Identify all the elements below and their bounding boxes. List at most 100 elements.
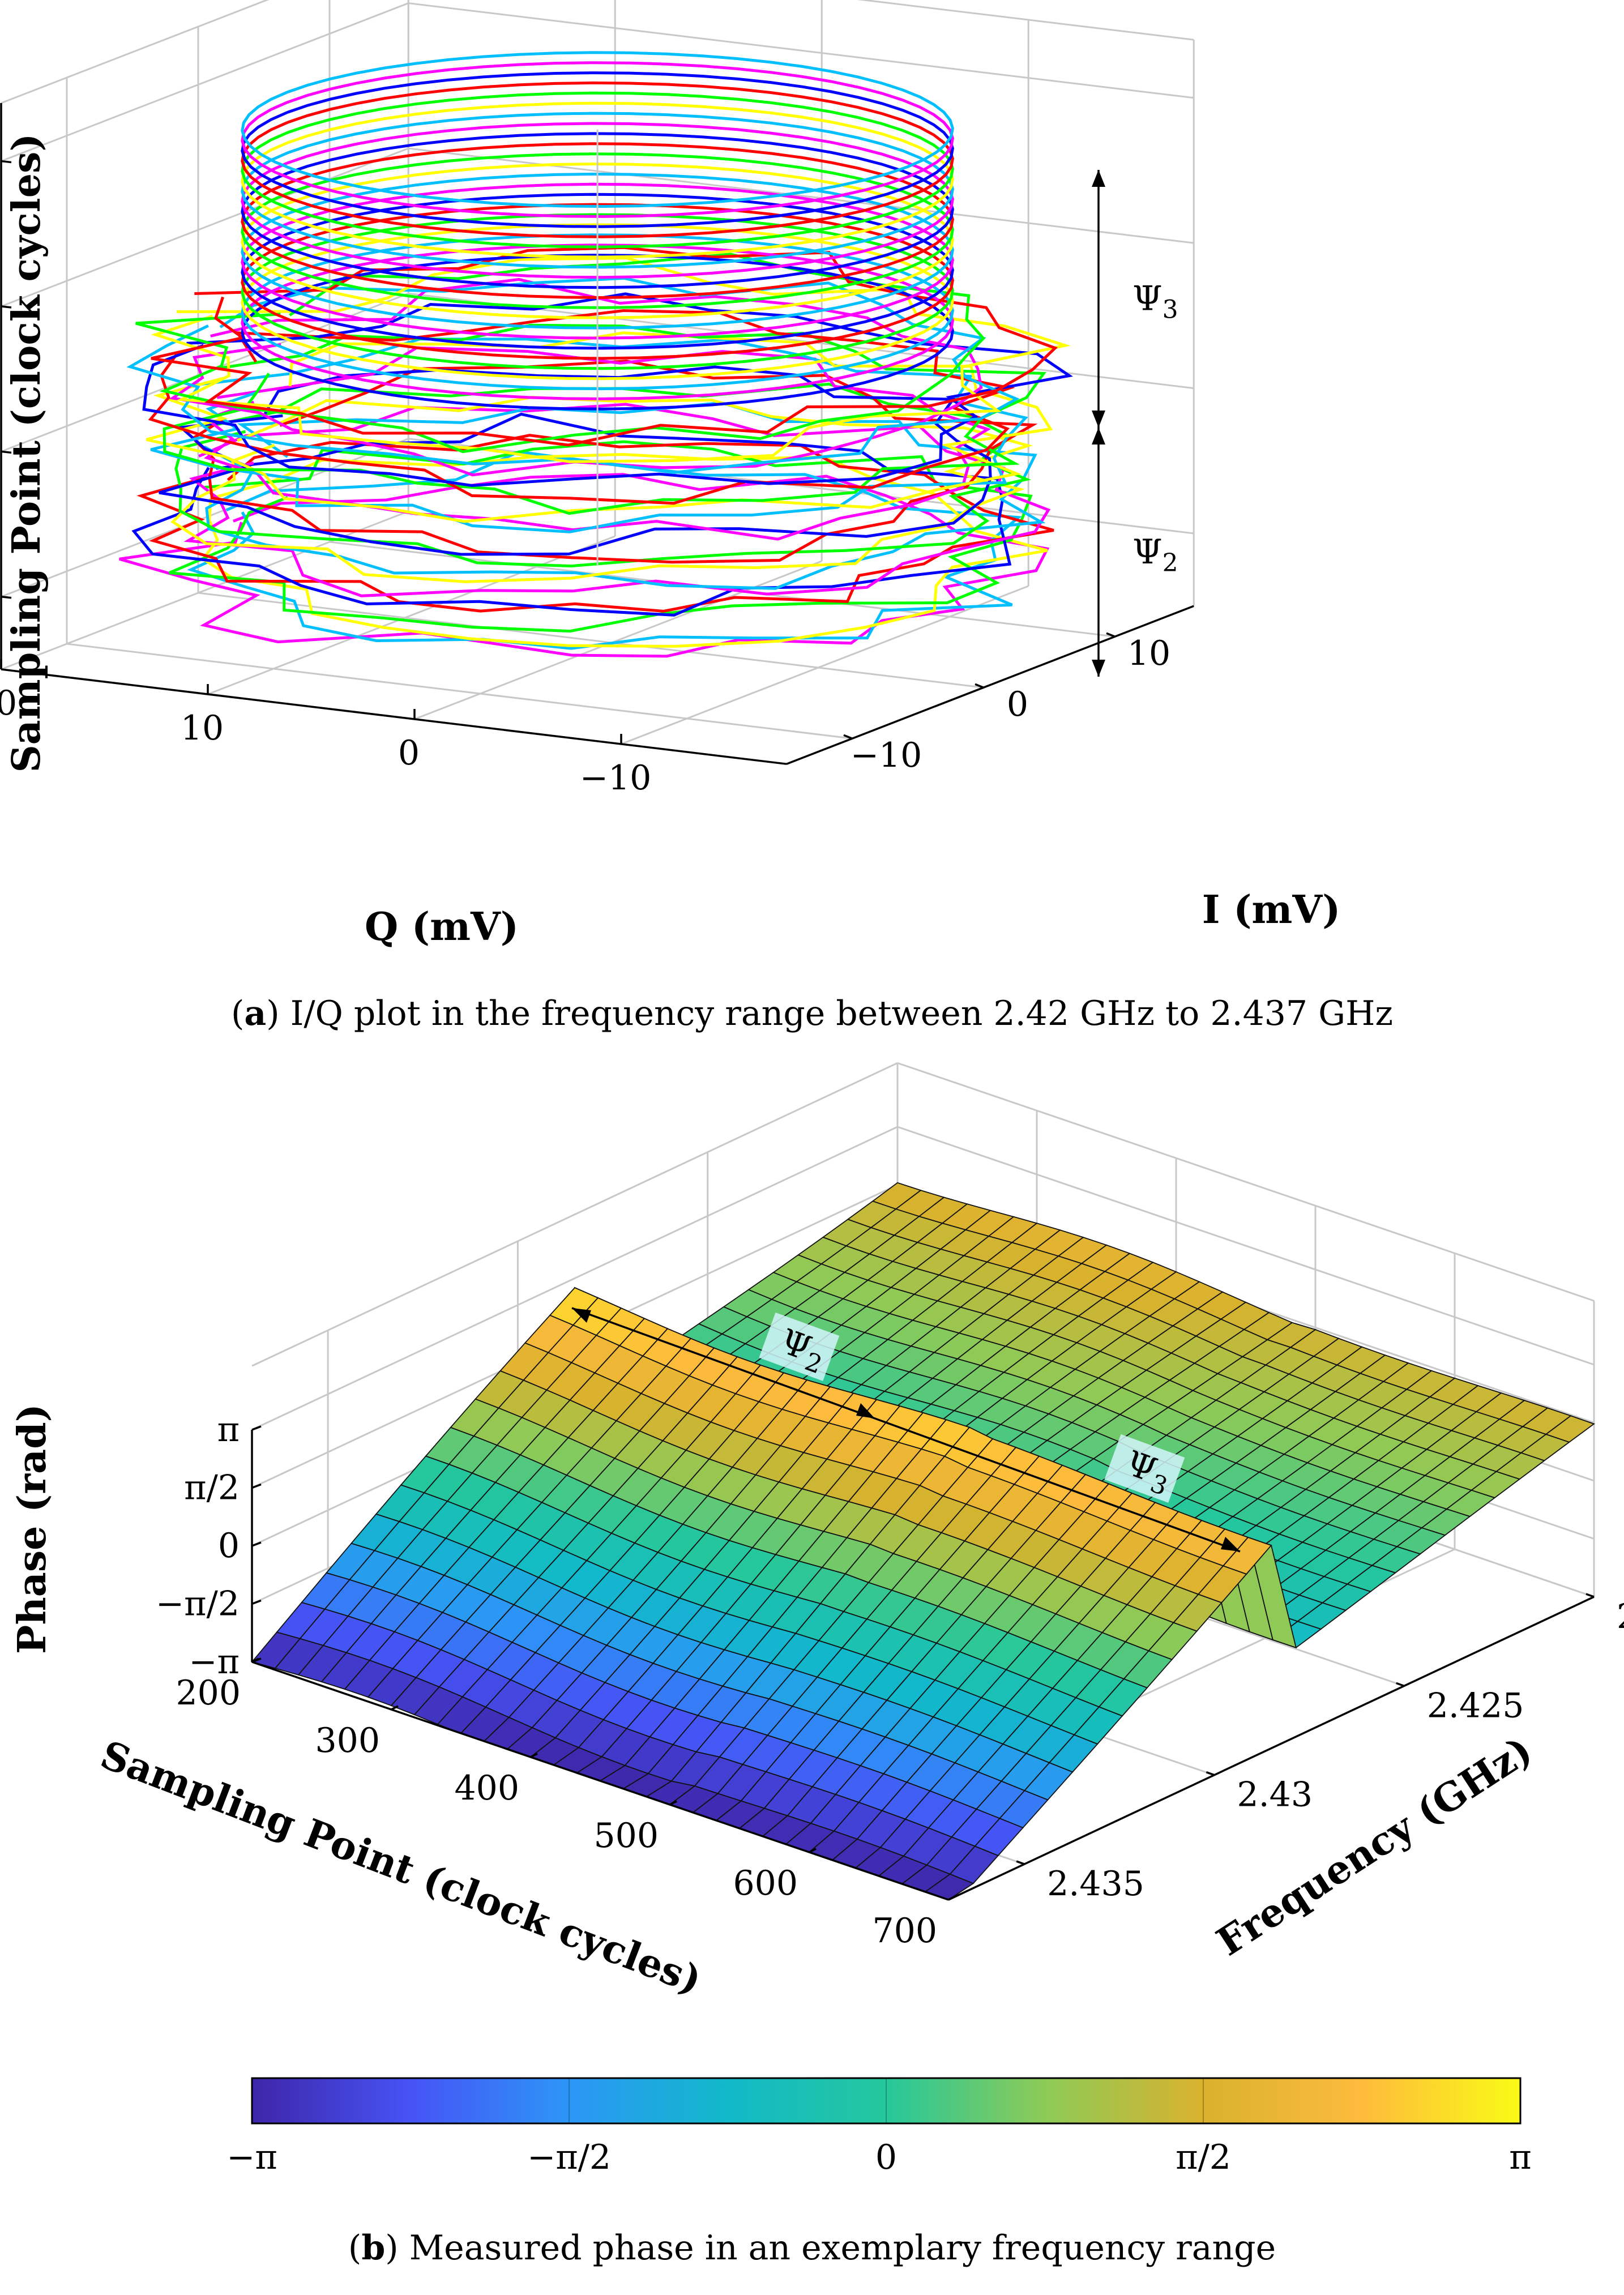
figure-a-caption: (a) I/Q plot in the frequency range betw… bbox=[231, 994, 1393, 1033]
figure-a-q-tick-label: 20 bbox=[0, 683, 17, 723]
figure-b-backwall-top bbox=[897, 1062, 1595, 1302]
figure-a-gridline-wall2-z bbox=[408, 2, 1194, 99]
figure-a-gridline-wall1-z bbox=[1, 2, 409, 162]
figure-b-u-tick bbox=[948, 1895, 956, 1901]
figure-a-q-tick-label: 0 bbox=[398, 733, 420, 773]
figure-b-annotation-box bbox=[1104, 1434, 1185, 1503]
figure-a-ring bbox=[190, 360, 1038, 564]
figure-b-u-axis bbox=[251, 1661, 949, 1901]
figure-b-u-tick bbox=[809, 1848, 817, 1853]
figure-a-annotation-label: Ψ3 bbox=[1132, 279, 1178, 324]
figure-b-zlabel: Phase (rad) bbox=[10, 1404, 55, 1654]
figure-b-u-tick-label: 200 bbox=[176, 1673, 241, 1713]
figure-a-ring bbox=[150, 337, 1028, 533]
psi-subscript: 2 bbox=[1163, 549, 1178, 578]
figure-a-ring bbox=[203, 401, 1046, 590]
figure-a-ring bbox=[241, 91, 954, 249]
figure-a-i-tick bbox=[843, 734, 853, 740]
colorbar-tick-label: π/2 bbox=[1176, 2138, 1231, 2177]
figure-b-z-tick bbox=[251, 1425, 262, 1431]
figure-b-z-tick bbox=[251, 1541, 262, 1547]
figure-b-annotation-label: Ψ2 bbox=[773, 1322, 831, 1380]
figure-a-arrowhead bbox=[1092, 428, 1105, 445]
figure-b-phase-surface: −π −π/2 0 π/2 π 200 300 400 500 600 700 2.42 2.425 2.… bbox=[10, 1062, 1624, 2268]
figure-b-gridline-leftwall bbox=[251, 1126, 898, 1431]
figure-b-v-tick-label: 2.425 bbox=[1427, 1686, 1524, 1725]
figure-b-arrowhead bbox=[1221, 1537, 1240, 1552]
figure-a-gridline-wall1-z bbox=[1, 438, 409, 598]
figure-b-u-tick bbox=[669, 1800, 677, 1806]
figure-b-u-tick-label: 300 bbox=[315, 1721, 380, 1760]
figure-a-wall-top1 bbox=[1, 0, 270, 104]
figure-b-u-tick bbox=[391, 1705, 399, 1711]
figure-a-z-tick bbox=[1, 160, 12, 164]
figure-a-ring bbox=[119, 473, 1050, 658]
colorbar-tick-label: −π bbox=[226, 2138, 277, 2177]
figure-b-u-tick bbox=[530, 1753, 538, 1758]
figure-b-v-axis bbox=[948, 1596, 1595, 1901]
figure-b-z-tick-label: −π/2 bbox=[156, 1584, 240, 1624]
figure-a-ring bbox=[241, 182, 954, 340]
figure-a-gridline-floor-i bbox=[66, 643, 853, 740]
figure-a-gridline-floor-q bbox=[621, 585, 1029, 745]
figure-a-q-tick-label: −10 bbox=[580, 758, 652, 798]
figure-b-arrowhead bbox=[572, 1308, 591, 1323]
figure-b-u-tick-label: 600 bbox=[733, 1864, 798, 1903]
figure-a-ring bbox=[241, 213, 954, 370]
figure-a-ring bbox=[241, 203, 954, 360]
figure-a-ring bbox=[151, 246, 1058, 447]
figure-b-gridline-backwall bbox=[897, 1126, 1595, 1366]
figure-a-ring bbox=[169, 277, 983, 477]
figure-a-ring bbox=[241, 132, 954, 289]
psi-symbol: Ψ bbox=[1132, 279, 1163, 319]
figure-a-ring bbox=[241, 254, 954, 411]
figure-b-u-tick bbox=[251, 1657, 259, 1663]
figure-a-i-tick bbox=[1106, 632, 1116, 638]
figure-b-z-tick-label: −π bbox=[189, 1642, 240, 1682]
figure-b-v-tick bbox=[1585, 1593, 1595, 1598]
figure-a-ring bbox=[201, 452, 1048, 648]
figure-a-ring bbox=[241, 71, 954, 228]
figure-b-v-tick bbox=[1206, 1771, 1215, 1776]
psi-symbol: Ψ bbox=[1132, 532, 1163, 572]
figure-a-ring bbox=[151, 257, 1071, 463]
figure-a-ring bbox=[131, 412, 1012, 617]
figure-a-q-axis bbox=[1, 668, 787, 765]
figure-a-z-tick bbox=[1, 450, 12, 454]
figure-b-axes bbox=[251, 1425, 1595, 1901]
figure-a-ring bbox=[241, 142, 954, 300]
figure-a-ring bbox=[241, 112, 954, 269]
figure-b-u-tick-label: 500 bbox=[593, 1816, 659, 1856]
figure-a-ring bbox=[126, 276, 1020, 475]
colorbar-tick-label: −π/2 bbox=[527, 2138, 611, 2177]
figure-a-ring bbox=[183, 403, 1051, 597]
figure-a-q-tick-label: 10 bbox=[181, 708, 224, 748]
figure-a-i-tick-label: 10 bbox=[1127, 634, 1170, 673]
colorbar-tick-label: 0 bbox=[875, 2138, 897, 2177]
figure-a-i-tick-label: 0 bbox=[1007, 685, 1028, 724]
figure-a-arrowhead bbox=[1092, 660, 1105, 677]
figure-b-z-tick-label: π bbox=[217, 1410, 240, 1450]
figure-b-v-tick bbox=[1016, 1860, 1025, 1865]
figure-b-v-tick-label: 2.435 bbox=[1047, 1864, 1144, 1904]
colorbar-ticks: −π −π/2 0 π/2 π bbox=[226, 2078, 1532, 2177]
figure-b-leftwall-top bbox=[251, 1062, 898, 1367]
figure-a-ring bbox=[241, 51, 954, 208]
figure-b-v-tick-label: 2.43 bbox=[1237, 1775, 1313, 1815]
figure-a-z-tick bbox=[1, 305, 12, 309]
colorbar-bar bbox=[251, 2077, 1522, 2125]
figure-b-ticks: −π −π/2 0 π/2 π 200 300 400 500 600 700 2.42 2.425 2.… bbox=[156, 1410, 1624, 1951]
figure-a-gridline-floor-q bbox=[207, 535, 616, 695]
psi-subscript: 3 bbox=[1163, 296, 1178, 324]
figure-a-ring bbox=[241, 152, 954, 309]
colorbar: −π −π/2 0 π/2 π bbox=[226, 2077, 1532, 2177]
figure-b-z-tick bbox=[251, 1483, 262, 1489]
figure-a-ring bbox=[142, 292, 1073, 488]
figure-a-ring bbox=[241, 122, 954, 279]
figure-b-u-tick-label: 400 bbox=[454, 1768, 519, 1808]
figure-a-ring bbox=[241, 233, 954, 391]
